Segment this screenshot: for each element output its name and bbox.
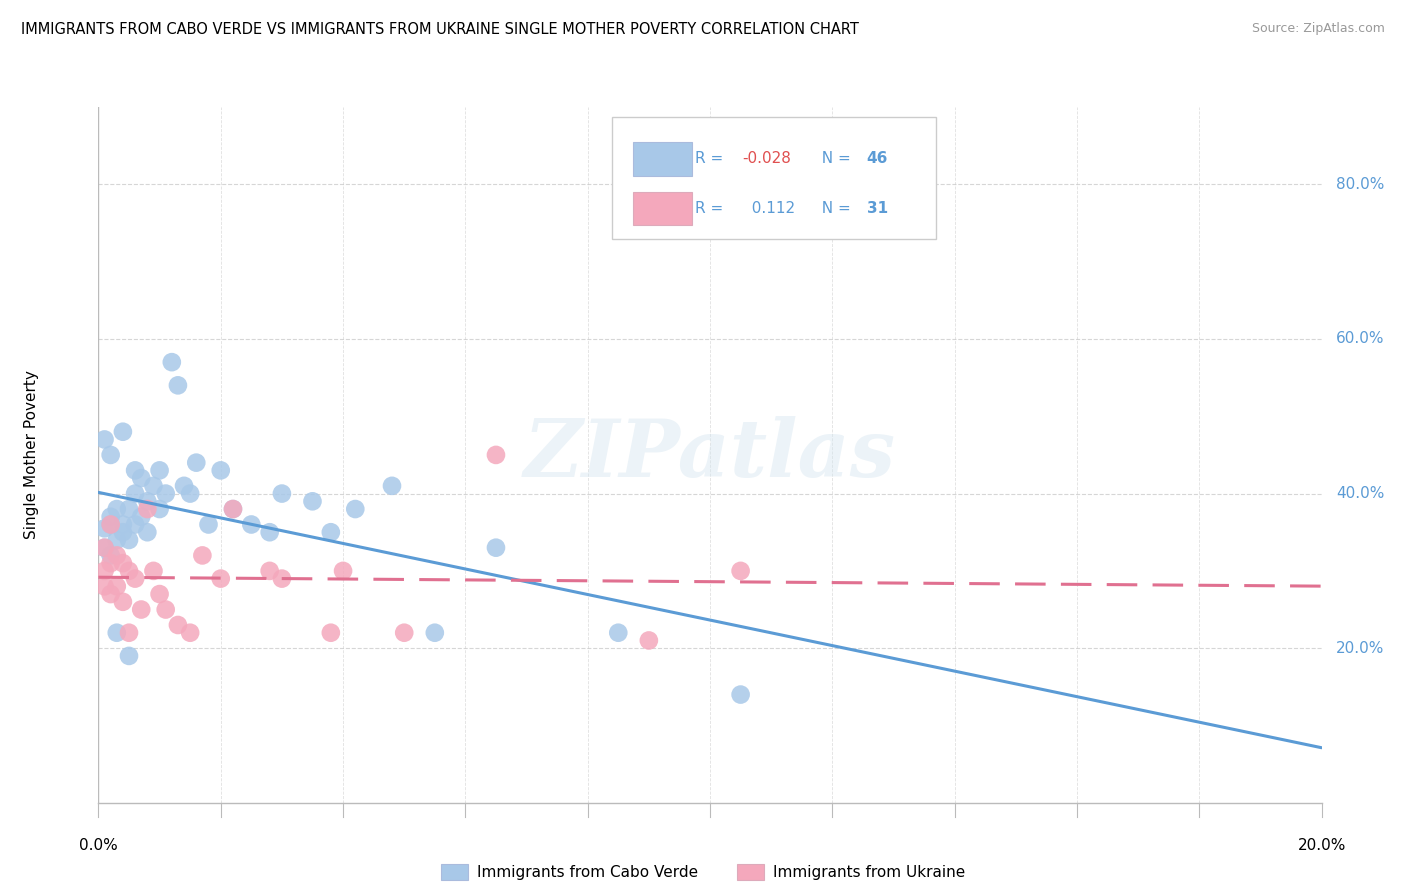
Point [149,502,172,516]
Text: 40.0%: 40.0% [1336,486,1385,501]
Point [179,486,201,500]
Point [607,625,630,640]
Point [270,486,292,500]
Point [118,648,141,663]
Point [100,517,122,532]
Text: IMMIGRANTS FROM CABO VERDE VS IMMIGRANTS FROM UKRAINE SINGLE MOTHER POVERTY CORR: IMMIGRANTS FROM CABO VERDE VS IMMIGRANTS… [21,22,859,37]
Text: 46: 46 [866,152,889,167]
Point [93,541,115,555]
Point [167,378,190,392]
Point [124,572,146,586]
Point [155,602,177,616]
Text: N =: N = [811,152,855,167]
Text: ZIPatlas: ZIPatlas [524,417,896,493]
Point [270,572,292,586]
Point [111,525,134,540]
Point [381,479,404,493]
Point [124,486,146,500]
Point [191,549,214,563]
Point [105,502,128,516]
Point [93,521,115,535]
Text: 0.112: 0.112 [742,201,794,216]
Point [136,525,159,540]
Point [142,564,165,578]
Point [160,355,183,369]
Point [319,625,342,640]
Text: R =: R = [696,152,728,167]
Point [100,587,122,601]
Point [222,502,245,516]
Text: N =: N = [811,201,855,216]
Point [129,602,152,616]
Point [319,525,342,540]
Point [118,502,141,516]
Point [118,533,141,547]
Point [149,587,172,601]
Point [167,618,190,632]
Legend: Immigrants from Cabo Verde, Immigrants from Ukraine: Immigrants from Cabo Verde, Immigrants f… [440,864,966,880]
Point [100,517,122,532]
FancyBboxPatch shape [633,192,692,226]
Point [129,471,152,485]
Point [111,595,134,609]
Point [149,463,172,477]
Point [105,533,128,547]
FancyBboxPatch shape [612,118,936,239]
Point [100,509,122,524]
Point [222,502,245,516]
Point [111,425,134,439]
Text: -0.028: -0.028 [742,152,790,167]
Point [105,579,128,593]
Point [197,517,219,532]
Point [136,494,159,508]
Text: R =: R = [696,201,728,216]
Point [100,448,122,462]
Point [332,564,354,578]
Text: 0.0%: 0.0% [79,838,118,853]
FancyBboxPatch shape [633,142,692,176]
Point [301,494,323,508]
Text: 80.0%: 80.0% [1336,177,1385,192]
Point [209,463,232,477]
Point [93,579,115,593]
Point [100,556,122,570]
Point [93,541,115,555]
Point [118,625,141,640]
Point [485,541,508,555]
Point [392,625,416,640]
Point [129,509,152,524]
Point [730,564,752,578]
Text: Source: ZipAtlas.com: Source: ZipAtlas.com [1251,22,1385,36]
Point [637,633,661,648]
Point [173,479,195,493]
Text: 31: 31 [866,201,887,216]
Point [240,517,263,532]
Point [179,625,201,640]
Point [100,549,122,563]
Point [344,502,367,516]
Point [136,502,159,516]
Point [423,625,446,640]
Point [142,479,165,493]
Point [259,564,281,578]
Point [111,556,134,570]
Point [209,572,232,586]
Point [105,625,128,640]
Point [93,433,115,447]
Point [730,688,752,702]
Text: Single Mother Poverty: Single Mother Poverty [24,370,38,540]
Text: 60.0%: 60.0% [1336,332,1385,346]
Point [155,486,177,500]
Point [124,517,146,532]
Point [93,564,115,578]
Point [111,517,134,532]
Point [118,564,141,578]
Point [124,463,146,477]
Point [186,456,208,470]
Text: 20.0%: 20.0% [1298,838,1346,853]
Point [485,448,508,462]
Point [105,549,128,563]
Text: 20.0%: 20.0% [1336,640,1385,656]
Point [259,525,281,540]
